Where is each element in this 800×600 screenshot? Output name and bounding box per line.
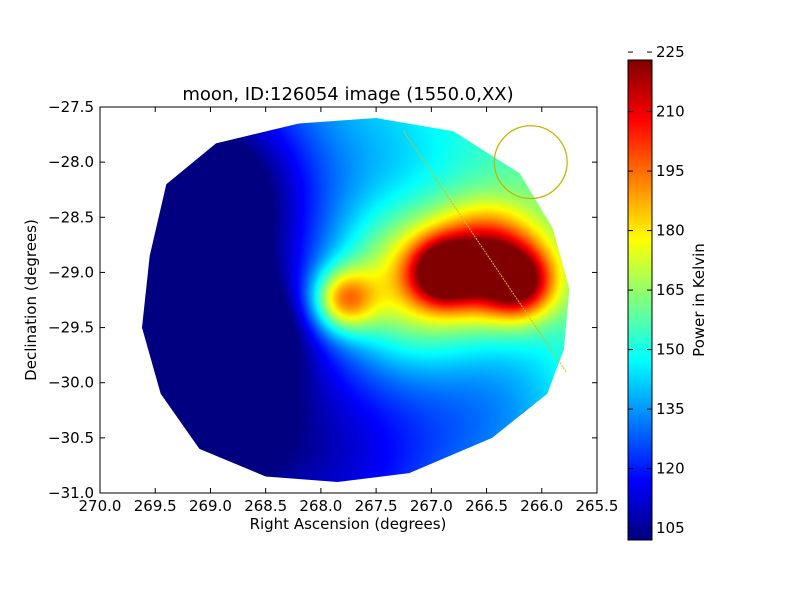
- x-tick-label: 270.0: [79, 497, 122, 515]
- y-tick-label: −31.0: [48, 484, 94, 502]
- chart-title: moon, ID:126054 image (1550.0,XX): [182, 84, 513, 105]
- x-axis-label: Right Ascension (degrees): [250, 515, 447, 533]
- x-tick-label: 266.0: [520, 497, 563, 515]
- colorbar-tick-label: 135: [656, 400, 685, 418]
- x-tick-label: 265.5: [576, 497, 619, 515]
- x-tick-label: 266.5: [465, 497, 508, 515]
- heatmap-raster: [142, 118, 570, 482]
- x-tick-label: 269.0: [189, 497, 232, 515]
- y-tick-label: −30.5: [48, 429, 94, 447]
- x-tick-label: 269.5: [134, 497, 177, 515]
- y-tick-label: −28.0: [48, 153, 94, 171]
- colorbar-tick-label: 150: [656, 341, 685, 359]
- x-tick-label: 268.0: [299, 497, 342, 515]
- marker-circle: [493, 125, 568, 200]
- colorbar: 105 120 135 150 165 180 195 210 225 Power in Kel…: [627, 43, 708, 541]
- track-line: [403, 130, 567, 372]
- y-tick-label: −29.5: [48, 319, 94, 337]
- colorbar-tick-label: 195: [656, 162, 685, 180]
- y-axis-label: Declination (degrees): [22, 219, 40, 381]
- x-tick-label: 267.0: [410, 497, 453, 515]
- x-axis-ticks: 270.0 269.5 269.0 268.5 268.0 267.5 267.0 266.5…: [79, 107, 619, 515]
- colorbar-ticks: 105 120 135 150 165 180 195 210 225: [628, 43, 685, 537]
- colorbar-tick-label: 210: [656, 103, 685, 121]
- x-tick-label: 268.5: [244, 497, 287, 515]
- colorbar-label: Power in Kelvin: [690, 243, 708, 357]
- plot-frame: [99, 106, 598, 494]
- x-tick-label: 267.5: [355, 497, 398, 515]
- colorbar-tick-label: 225: [656, 43, 685, 61]
- colorbar-tick-label: 180: [656, 222, 685, 240]
- colorbar-gradient: [628, 60, 652, 540]
- y-tick-label: −27.5: [48, 98, 94, 116]
- y-axis-ticks: −27.5 −28.0 −28.5 −29.0 −29.5 −30.0 −30.5 −31.0: [48, 98, 597, 502]
- heatmap-image: [142, 118, 570, 482]
- y-tick-label: −30.0: [48, 374, 94, 392]
- y-tick-label: −29.0: [48, 263, 94, 281]
- colorbar-frame: [627, 59, 653, 541]
- colorbar-tick-label: 165: [656, 281, 685, 299]
- colorbar-tick-label: 120: [656, 460, 685, 478]
- colorbar-tick-label: 105: [656, 519, 685, 537]
- y-tick-label: −28.5: [48, 208, 94, 226]
